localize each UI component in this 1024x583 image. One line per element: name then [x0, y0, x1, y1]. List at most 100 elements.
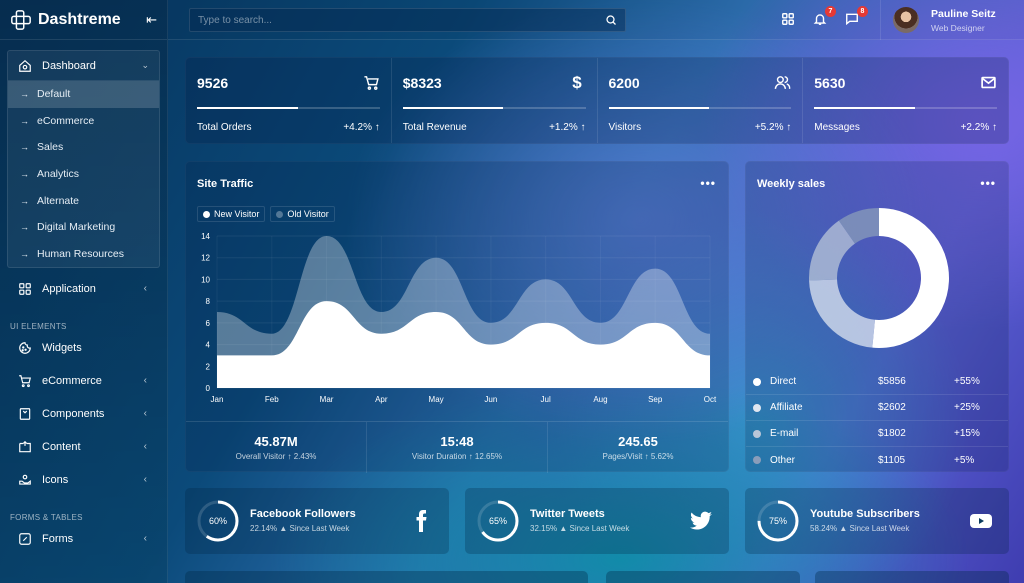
progress-bar	[197, 107, 380, 109]
sidebar-item-components[interactable]: Components ‹	[0, 397, 167, 430]
progress-ring: 75%	[756, 499, 800, 543]
twitter-tweets-card: 65% Twitter Tweets 32.15% ▲ Since Last W…	[465, 488, 729, 554]
twitter-icon[interactable]	[689, 509, 713, 533]
arrow-right-icon: →	[20, 142, 29, 153]
summary-value: 15:48	[440, 434, 474, 449]
section-ui-elements: UI ELEMENTS	[10, 322, 67, 332]
svg-text:0: 0	[206, 384, 211, 393]
sidebar-subitem-alternate[interactable]: → Alternate	[8, 187, 159, 214]
dollar-icon: $	[572, 73, 582, 92]
bookmark-icon	[18, 407, 34, 421]
sidebar-subitem-default[interactable]: → Default	[8, 81, 159, 108]
sidebar-subitem-sales[interactable]: → Sales	[8, 134, 159, 161]
legend-old-visitor[interactable]: Old Visitor	[270, 206, 335, 222]
sidebar-item-forms[interactable]: Forms ‹	[0, 522, 167, 555]
sidebar-subitem-label: Digital Marketing	[37, 221, 116, 234]
notifications-button[interactable]: 7	[813, 6, 836, 28]
facebook-icon[interactable]	[409, 509, 433, 533]
card-title: Site Traffic	[197, 178, 254, 190]
progress-bar	[608, 107, 792, 109]
legend-new-visitor[interactable]: New Visitor	[197, 206, 266, 222]
chevron-left-icon: ‹	[143, 474, 147, 486]
search-icon[interactable]	[605, 14, 617, 26]
svg-text:Aug: Aug	[593, 395, 607, 404]
stat-value: $8323	[402, 75, 442, 91]
social-title: Youtube Subscribers	[810, 508, 920, 520]
summary-visitor-duration: 15:48 Visitor Duration ↑ 12.65%	[367, 422, 548, 473]
sidebar-item-label: Content	[42, 440, 81, 453]
chart-legend: New Visitor Old Visitor	[197, 206, 335, 222]
svg-text:12: 12	[201, 254, 210, 263]
chevron-left-icon: ‹	[143, 375, 147, 387]
sidebar-item-dashboard[interactable]: Dashboard ⌄	[8, 51, 159, 81]
youtube-icon[interactable]	[969, 509, 993, 533]
arrow-right-icon: →	[20, 195, 29, 206]
sidebar-item-label: eCommerce	[42, 374, 102, 387]
legend-dot	[753, 377, 761, 386]
progress-bar	[402, 107, 586, 109]
svg-text:14: 14	[201, 232, 210, 241]
sidebar-item-icons[interactable]: Icons ‹	[0, 463, 167, 496]
search-input[interactable]	[198, 14, 605, 26]
messages-button[interactable]: 8	[845, 6, 868, 28]
arrow-right-icon: →	[20, 222, 29, 233]
summary-value: 245.65	[618, 434, 658, 449]
sidebar-subitem-label: eCommerce	[37, 114, 95, 127]
sidebar-subitem-analytics[interactable]: → Analytics	[8, 161, 159, 188]
legend-dot	[753, 403, 761, 412]
legend-dot	[203, 210, 210, 218]
summary-label: Pages/Visit ↑ 5.62%	[602, 452, 674, 461]
social-title: Facebook Followers	[250, 508, 356, 520]
topbar: 7 8 Pauline Seitz Web Designer	[168, 0, 1024, 40]
summary-value: 45.87M	[254, 434, 298, 449]
stats-row: 9526 Total Orders +4.2% ↑ $8323 $ Total …	[185, 57, 1009, 144]
stat-change: +2.2% ↑	[960, 122, 997, 133]
cookie-icon	[18, 341, 34, 355]
sidebar-subitem-human-resources[interactable]: → Human Resources	[8, 241, 159, 268]
more-options-icon[interactable]: •••	[980, 176, 996, 190]
user-menu[interactable]: Pauline Seitz Web Designer	[880, 0, 1024, 40]
hand-icon	[18, 473, 34, 487]
sidebar-item-content[interactable]: Content ‹	[0, 430, 167, 463]
site-traffic-chart: 0 2 4 6 8 10 12 14 Jan Feb Mar Apr May Jun Jul Aug Sep Oc…	[201, 232, 717, 404]
weekly-sales-card: Weekly sales ••• Direct $5856 +55% Affilia…	[745, 161, 1009, 472]
progress-bar	[814, 107, 997, 109]
app-name: Dashtreme	[38, 10, 121, 28]
svg-text:Feb: Feb	[265, 395, 279, 404]
arrow-right-icon: →	[20, 115, 29, 126]
more-options-icon[interactable]: •••	[700, 176, 716, 190]
sidebar-item-label: Application	[42, 282, 96, 295]
summary-label: Overall Visitor ↑ 2.43%	[235, 452, 317, 461]
notifications-badge: 7	[825, 6, 836, 17]
legend-dot	[753, 456, 761, 464]
logo-icon	[11, 9, 31, 30]
social-subtitle: 22.14% ▲ Since Last Week	[250, 524, 350, 533]
sidebar-item-ecommerce[interactable]: eCommerce ‹	[0, 364, 167, 397]
youtube-subscribers-card: 75% Youtube Subscribers 58.24% ▲ Since L…	[745, 488, 1009, 554]
summary-overall-visitor: 45.87M Overall Visitor ↑ 2.43%	[186, 422, 367, 473]
apps-button[interactable]	[781, 12, 797, 28]
brand: Dashtreme ⇤	[0, 0, 167, 40]
avatar	[893, 7, 919, 33]
sidebar-item-label: Icons	[42, 473, 69, 486]
svg-text:Jan: Jan	[211, 395, 224, 404]
svg-text:Jul: Jul	[541, 395, 551, 404]
legend-dot	[276, 210, 284, 218]
grid-icon	[18, 282, 34, 296]
progress-ring: 65%	[476, 499, 520, 543]
sidebar-item-widgets[interactable]: Widgets	[0, 331, 167, 364]
table-row: E-mail $1802 +15%	[746, 421, 1008, 447]
sidebar-subitem-label: Analytics	[37, 168, 80, 181]
sidebar-item-application[interactable]: Application ‹	[0, 272, 167, 305]
user-role: Web Designer	[931, 22, 985, 33]
svg-text:Sep: Sep	[648, 395, 663, 404]
svg-text:Apr: Apr	[375, 395, 388, 404]
stat-visitors: 6200 Visitors +5.2% ↑	[598, 58, 804, 143]
social-title: Twitter Tweets	[530, 508, 605, 520]
sidebar-subitem-ecommerce[interactable]: → eCommerce	[8, 108, 159, 135]
sidebar-item-label: Widgets	[42, 341, 82, 354]
collapse-sidebar-icon[interactable]: ⇤	[146, 11, 157, 27]
chevron-left-icon: ‹	[143, 283, 147, 295]
stat-change: +4.2% ↑	[343, 122, 380, 133]
sidebar-subitem-digital-marketing[interactable]: → Digital Marketing	[8, 214, 159, 241]
